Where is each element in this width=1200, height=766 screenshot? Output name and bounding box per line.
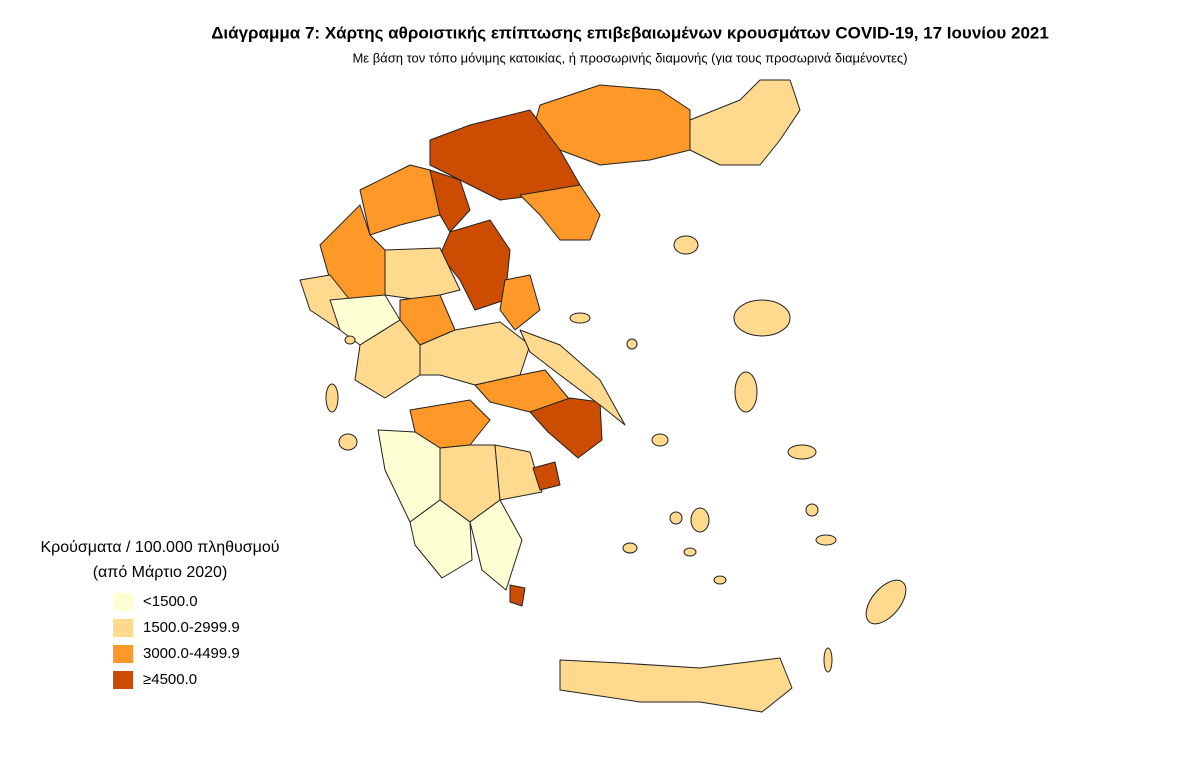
region [865,579,907,625]
region [669,511,683,525]
region [823,647,833,673]
legend-swatch [113,593,133,611]
region [683,547,697,557]
region [569,312,591,324]
region [734,371,758,413]
region [733,299,791,337]
region [439,219,511,311]
region [815,534,837,546]
region [713,575,727,585]
legend-swatch [113,645,133,663]
legend-swatch [113,619,133,637]
region [787,444,817,460]
region [494,444,543,501]
legend-label: <1500.0 [143,593,198,610]
region [409,499,473,579]
legend-label: 1500.0-2999.9 [143,619,240,636]
title: Διάγραμμα 7: Χάρτης αθροιστικής επίπτωση… [211,23,1049,42]
region [690,507,710,533]
region [338,433,358,451]
region [529,397,603,459]
region [626,338,638,350]
legend-title: Κρούσματα / 100.000 πληθυσμού [40,539,279,556]
subtitle: Με βάση τον τόπο μόνιμης κατοικίας, ή πρ… [352,50,907,65]
region [532,461,561,491]
region [673,235,699,255]
region [325,383,339,413]
region [559,657,793,713]
greece-map [299,79,907,713]
legend-title: (από Μάρτιο 2020) [93,564,228,581]
region [689,79,801,166]
region [519,329,626,426]
region [622,542,638,554]
region [509,584,526,607]
region [519,184,601,241]
region [651,433,669,447]
region [344,335,356,345]
region [429,169,471,233]
legend: <1500.0 1500.0-2999.9 3000.0-4499.9 ≥4500.0 [113,593,240,689]
legend-label: 3000.0-4499.9 [143,645,240,662]
region [499,274,541,331]
region [469,499,523,591]
region [805,503,819,517]
legend-swatch [113,671,133,689]
legend-label: ≥4500.0 [143,671,197,688]
region [359,164,441,236]
